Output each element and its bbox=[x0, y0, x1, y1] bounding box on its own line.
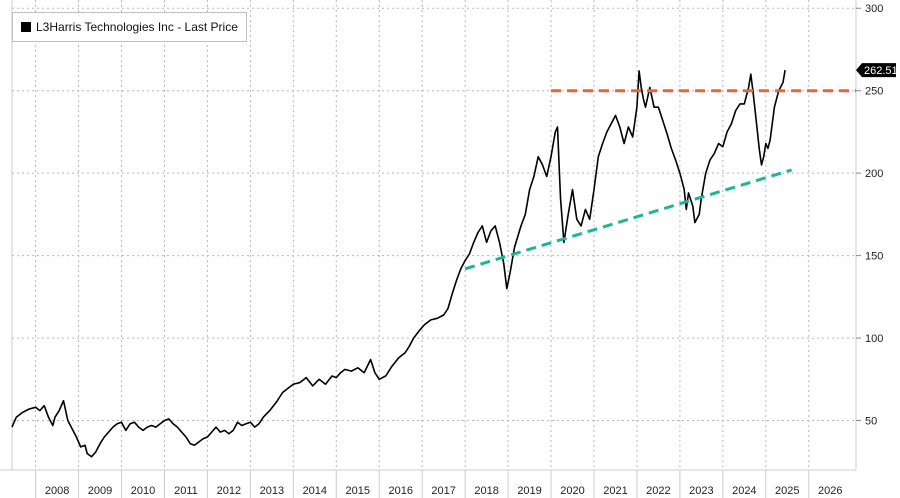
y-tick-label: 150 bbox=[865, 251, 883, 263]
price-line bbox=[11, 69, 786, 458]
x-tick-label: 2012 bbox=[217, 485, 241, 497]
x-tick-label: 2023 bbox=[689, 485, 713, 497]
y-axis-ticks: 50 100 150 200 250 300 bbox=[856, 3, 883, 428]
trendline bbox=[464, 168, 793, 271]
series-layer bbox=[11, 69, 856, 458]
y-tick-label: 300 bbox=[865, 3, 883, 15]
last-price-marker: 262.51 bbox=[856, 63, 898, 78]
x-tick-label: 2018 bbox=[474, 485, 498, 497]
horizontal-grid bbox=[12, 7, 856, 422]
x-tick-label: 2008 bbox=[45, 485, 69, 497]
x-tick-label: 2017 bbox=[431, 485, 455, 497]
x-tick-label: 2013 bbox=[260, 485, 284, 497]
x-tick-label: 2020 bbox=[560, 485, 584, 497]
x-axis-ticks: 2008 2009 2010 2011 2012 2013 2014 2015 2016 2017… bbox=[35, 470, 842, 498]
y-tick-label: 250 bbox=[865, 86, 883, 98]
x-tick-label: 2025 bbox=[775, 485, 799, 497]
last-price-label: 262.51 bbox=[864, 65, 898, 77]
vertical-grid bbox=[35, 0, 810, 470]
x-tick-label: 2022 bbox=[646, 485, 670, 497]
x-tick-label: 2026 bbox=[818, 485, 842, 497]
x-tick-label: 2019 bbox=[517, 485, 541, 497]
legend-swatch bbox=[21, 22, 31, 32]
x-tick-label: 2014 bbox=[303, 485, 327, 497]
x-tick-label: 2010 bbox=[131, 485, 155, 497]
x-tick-label: 2011 bbox=[174, 485, 198, 497]
x-tick-label: 2021 bbox=[603, 485, 627, 497]
y-tick-label: 100 bbox=[865, 333, 883, 345]
x-tick-label: 2009 bbox=[88, 485, 112, 497]
y-tick-label: 50 bbox=[865, 416, 877, 428]
y-tick-label: 200 bbox=[865, 168, 883, 180]
legend-label: L3Harris Technologies Inc - Last Price bbox=[36, 20, 238, 34]
x-tick-label: 2016 bbox=[388, 485, 412, 497]
legend: L3Harris Technologies Inc - Last Price bbox=[12, 12, 247, 42]
x-tick-label: 2015 bbox=[346, 485, 370, 497]
last-price-tag bbox=[856, 63, 896, 78]
x-tick-label: 2024 bbox=[732, 485, 756, 497]
